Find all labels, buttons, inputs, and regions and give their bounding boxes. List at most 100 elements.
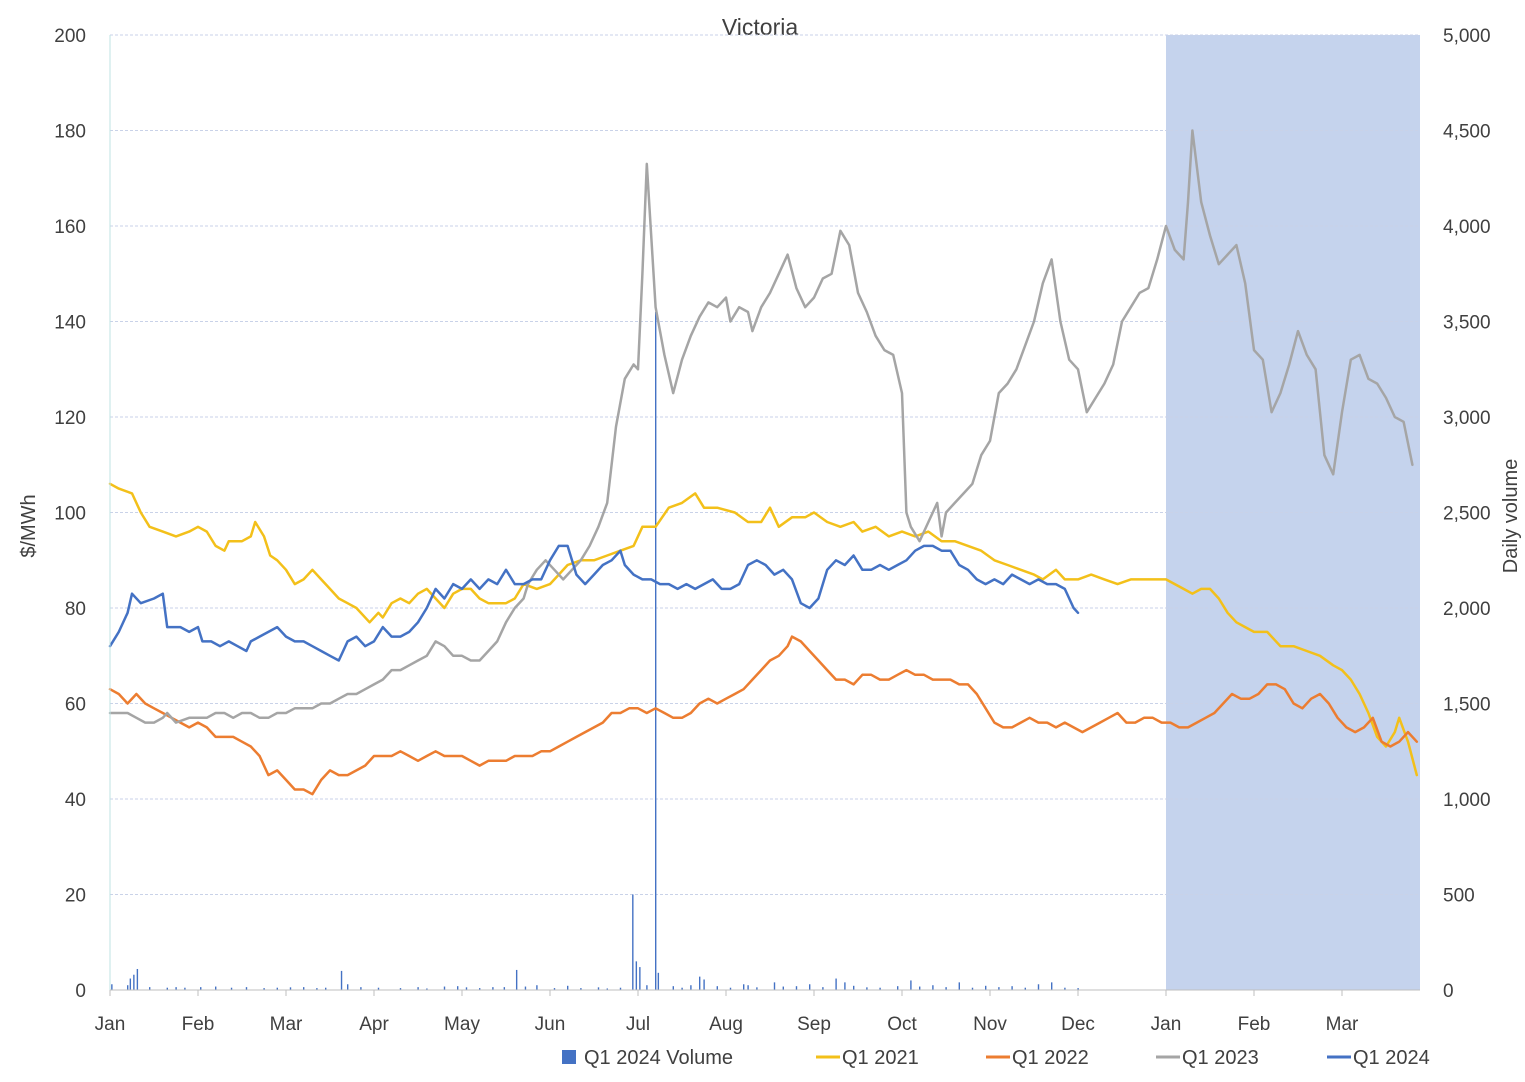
volume-bar [1051, 982, 1053, 990]
y-tick-label: 0 [75, 981, 86, 1002]
legend-label: Q1 2021 [842, 1047, 919, 1069]
volume-bar [443, 986, 446, 990]
volume-bar [465, 987, 468, 990]
volume-bar [998, 987, 1000, 990]
volume-bar [932, 985, 934, 990]
volume-bar [835, 978, 837, 990]
volume-bar [635, 961, 638, 990]
gridlines [110, 34, 1420, 895]
volume-bar [597, 987, 600, 990]
volume-bar [263, 988, 265, 990]
volume-bar [230, 987, 233, 990]
y-tick-label: 60 [65, 695, 86, 716]
volume-bar [646, 985, 648, 990]
y2-tick-label: 4,000 [1443, 217, 1491, 238]
y2-tick-label: 2,000 [1443, 599, 1491, 620]
x-tick-label: May [444, 1014, 480, 1035]
volume-bar [866, 987, 868, 990]
volume-bar [844, 982, 846, 990]
y2-tick-label: 3,000 [1443, 408, 1491, 429]
volume-bar [1077, 988, 1079, 990]
x-tick-label: Mar [1326, 1014, 1359, 1035]
x-tick-label: Sep [797, 1014, 831, 1035]
volume-bar [553, 988, 556, 990]
volume-bar [417, 987, 419, 990]
y-tick-label: 20 [65, 886, 86, 907]
volume-bar [1011, 986, 1013, 990]
x-tick-label: Dec [1061, 1014, 1095, 1035]
volume-bar [536, 985, 538, 990]
volume-bar [703, 979, 705, 990]
volume-bar [215, 986, 217, 990]
volume-bar [795, 986, 798, 990]
volume-bar [699, 976, 701, 990]
volume-bar [515, 969, 518, 990]
y2-axis-title: Daily volume [1500, 459, 1522, 573]
volume-bar [919, 986, 921, 990]
volume-bar [360, 987, 362, 990]
y2-tick-label: 2,500 [1443, 504, 1491, 525]
volume-bar [958, 982, 960, 990]
volume-bar [632, 894, 634, 990]
x-tick-label: Apr [359, 1014, 389, 1035]
volume-bar [127, 985, 129, 990]
volume-bar [897, 986, 899, 990]
y2-tick-label: 500 [1443, 886, 1475, 907]
volume-bar [756, 987, 758, 990]
volume-bar [655, 311, 657, 990]
y2-tick-label: 4,500 [1443, 122, 1491, 143]
volume-bar [325, 987, 327, 990]
volume-bar [619, 987, 622, 990]
x-tick-label: Jun [535, 1014, 566, 1035]
volume-bar [657, 972, 660, 990]
volume-bar [303, 987, 305, 990]
series-line-q1-2023 [108, 129, 1414, 724]
volume-bar [133, 974, 135, 990]
y-axis-title: $/MWh [18, 494, 40, 557]
volume-bar [606, 988, 608, 990]
volume-bars [111, 311, 1079, 990]
y2-tick-label: 1,500 [1443, 695, 1491, 716]
volume-bar [316, 988, 318, 990]
volume-bar [773, 982, 776, 990]
volume-bar [524, 986, 527, 990]
volume-bar [743, 984, 745, 990]
volume-bar [426, 988, 428, 990]
legend: Q1 2024 Volume Q1 2021 Q1 2022 Q1 2023 Q1 20… [562, 1047, 1430, 1069]
volume-bar [492, 987, 494, 990]
legend-label: Q1 2024 [1353, 1047, 1430, 1069]
volume-bar [184, 987, 186, 990]
volume-bar [340, 970, 343, 990]
volume-bar [822, 987, 824, 990]
x-tick-label: Jul [626, 1014, 650, 1035]
chart-title: Victoria [722, 14, 798, 40]
volume-bar [985, 985, 987, 990]
volume-bar [681, 987, 683, 990]
x-tick-label: Oct [887, 1014, 917, 1035]
volume-bar [580, 988, 582, 990]
price-lines [108, 129, 1419, 796]
volume-bar [111, 984, 113, 990]
volume-bar [747, 985, 749, 990]
legend-label: Q1 2023 [1182, 1047, 1259, 1069]
volume-bar [289, 987, 292, 990]
x-tick-label: Nov [973, 1014, 1007, 1035]
volume-bar [945, 987, 947, 990]
volume-bar [672, 986, 674, 990]
volume-bar [129, 978, 132, 990]
y-tick-label: 40 [65, 790, 86, 811]
y-tick-label: 120 [54, 408, 86, 429]
y2-tick-label: 1,000 [1443, 790, 1491, 811]
axes: 0 20 40 60 80 100 120 140 160 180 200 0 500 1,000 1,50… [54, 26, 1490, 1035]
volume-bar [347, 984, 349, 990]
volume-bar [457, 986, 459, 990]
series-line-q1-2022 [108, 635, 1419, 796]
x-tick-label: Mar [270, 1014, 303, 1035]
y-tick-label: 140 [54, 313, 86, 334]
y2-tick-label: 3,500 [1443, 313, 1491, 334]
x-tick-label: Feb [1238, 1014, 1271, 1035]
y-tick-label: 160 [54, 217, 86, 238]
x-tick-label: Jan [95, 1014, 126, 1035]
volume-bar [245, 987, 248, 990]
